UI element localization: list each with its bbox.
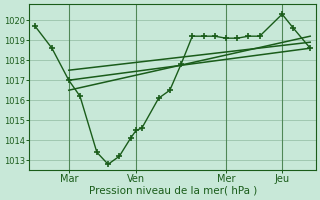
X-axis label: Pression niveau de la mer( hPa ): Pression niveau de la mer( hPa ) bbox=[89, 186, 257, 196]
